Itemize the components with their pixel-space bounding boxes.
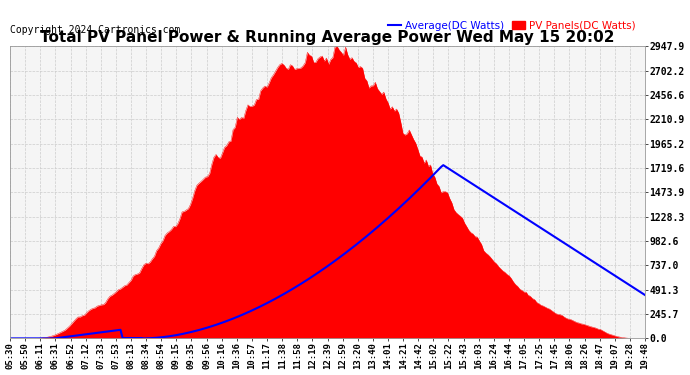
Legend: Average(DC Watts), PV Panels(DC Watts): Average(DC Watts), PV Panels(DC Watts): [384, 16, 640, 35]
Text: Copyright 2024 Cartronics.com: Copyright 2024 Cartronics.com: [10, 24, 180, 34]
Title: Total PV Panel Power & Running Average Power Wed May 15 20:02: Total PV Panel Power & Running Average P…: [40, 30, 615, 45]
